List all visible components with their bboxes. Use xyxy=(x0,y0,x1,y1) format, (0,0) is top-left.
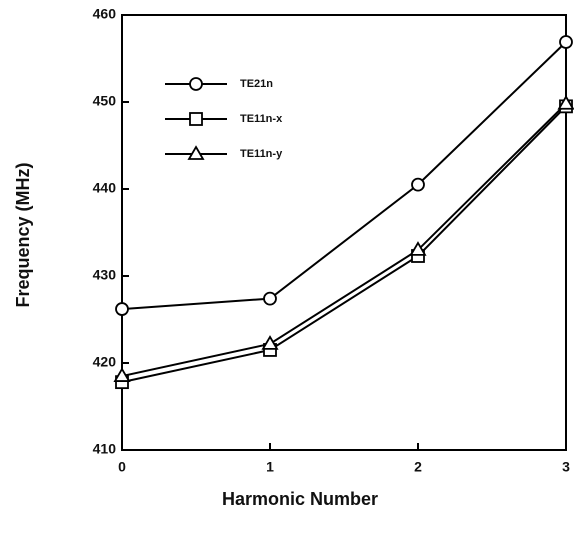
point xyxy=(409,241,427,256)
x-tick-label: 3 xyxy=(562,459,570,475)
legend-label: TE11n-y xyxy=(240,148,283,160)
legend-marker xyxy=(189,112,203,126)
point xyxy=(113,367,131,382)
y-tick-label: 460 xyxy=(93,6,117,22)
y-axis-label: Frequency (MHz) xyxy=(13,162,33,307)
point xyxy=(559,35,573,49)
point xyxy=(263,291,277,306)
x-tick-label: 1 xyxy=(266,459,274,475)
series-line xyxy=(121,103,567,378)
legend-label: TE21n xyxy=(240,78,273,90)
y-tick-label: 430 xyxy=(93,267,117,283)
y-tick-label: 410 xyxy=(93,441,117,457)
series-line xyxy=(121,105,567,384)
point xyxy=(261,335,279,350)
x-tick-label: 0 xyxy=(118,459,126,475)
y-tick-label: 420 xyxy=(93,354,117,370)
y-tick-label: 450 xyxy=(93,93,117,109)
y-tick-label: 440 xyxy=(93,180,117,196)
point xyxy=(115,302,129,316)
point xyxy=(411,177,425,192)
x-axis-label: Harmonic Number xyxy=(222,489,378,509)
legend-marker xyxy=(187,145,205,160)
legend-marker xyxy=(189,77,203,91)
point xyxy=(557,94,574,110)
x-tick-label: 2 xyxy=(414,459,422,475)
series-line xyxy=(121,41,567,311)
legend-label: TE11n-x xyxy=(240,113,283,125)
plot-frame xyxy=(121,14,567,451)
